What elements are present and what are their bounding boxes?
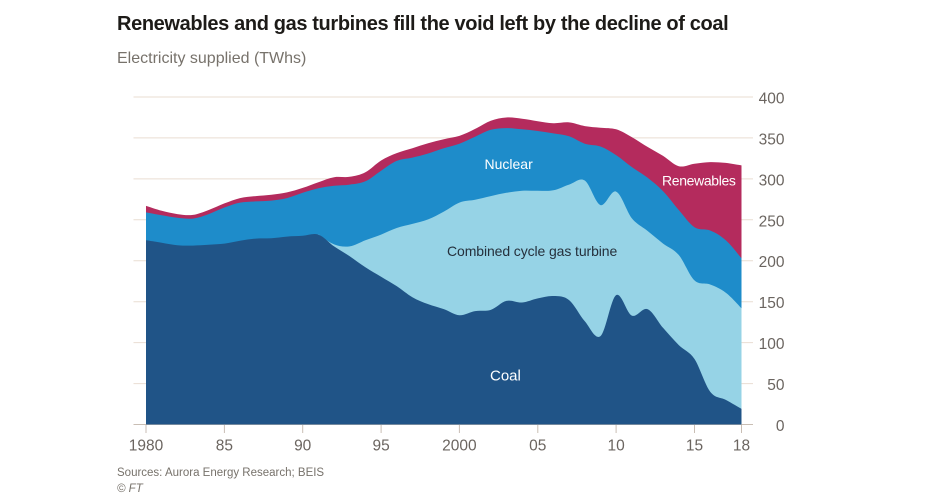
svg-text:95: 95	[372, 438, 389, 455]
svg-text:15: 15	[686, 438, 703, 455]
svg-text:Coal: Coal	[490, 368, 521, 385]
svg-text:85: 85	[216, 438, 233, 455]
svg-text:1980: 1980	[129, 438, 164, 455]
svg-text:Combined cycle gas turbine: Combined cycle gas turbine	[447, 243, 617, 259]
svg-text:10: 10	[607, 438, 625, 455]
svg-text:2000: 2000	[442, 438, 477, 455]
svg-text:Renewables: Renewables	[662, 173, 736, 189]
svg-text:200: 200	[759, 254, 785, 271]
svg-text:0: 0	[776, 418, 785, 435]
svg-text:400: 400	[759, 91, 785, 108]
svg-text:300: 300	[759, 172, 785, 189]
svg-text:05: 05	[529, 438, 546, 455]
svg-text:18: 18	[733, 438, 750, 455]
svg-text:90: 90	[294, 438, 312, 455]
svg-text:250: 250	[759, 213, 785, 230]
svg-text:150: 150	[759, 295, 785, 312]
svg-text:Nuclear: Nuclear	[485, 156, 534, 172]
svg-text:50: 50	[767, 377, 785, 394]
svg-text:100: 100	[759, 336, 785, 353]
svg-text:350: 350	[759, 131, 785, 148]
